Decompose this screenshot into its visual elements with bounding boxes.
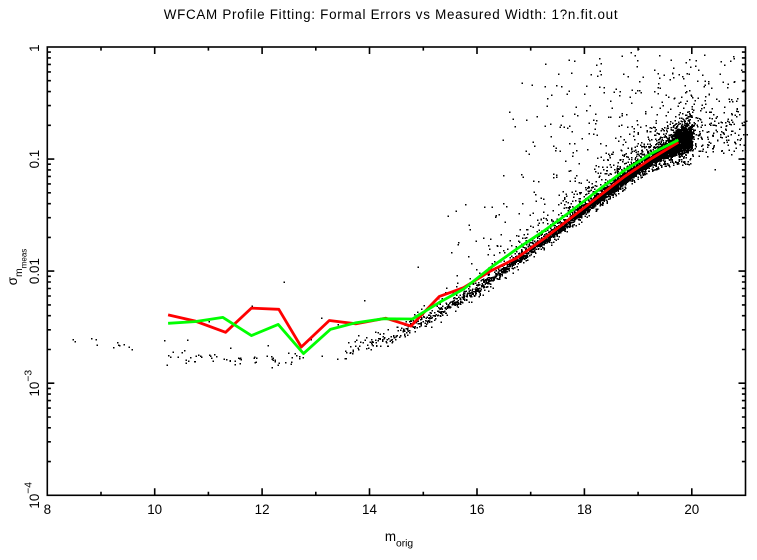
svg-text:18: 18 bbox=[577, 502, 592, 517]
svg-text:14: 14 bbox=[362, 502, 377, 517]
svg-text:0.1: 0.1 bbox=[27, 150, 42, 169]
svg-text:12: 12 bbox=[255, 502, 270, 517]
svg-text:0.01: 0.01 bbox=[27, 258, 42, 284]
svg-text:10: 10 bbox=[147, 502, 162, 517]
svg-text:1: 1 bbox=[27, 44, 42, 51]
svg-text:20: 20 bbox=[684, 502, 699, 517]
svg-text:8: 8 bbox=[44, 502, 51, 517]
svg-text:16: 16 bbox=[470, 502, 485, 517]
svg-text:WFCAM Profile Fitting: Formal: WFCAM Profile Fitting: Formal Errors vs … bbox=[164, 7, 619, 22]
